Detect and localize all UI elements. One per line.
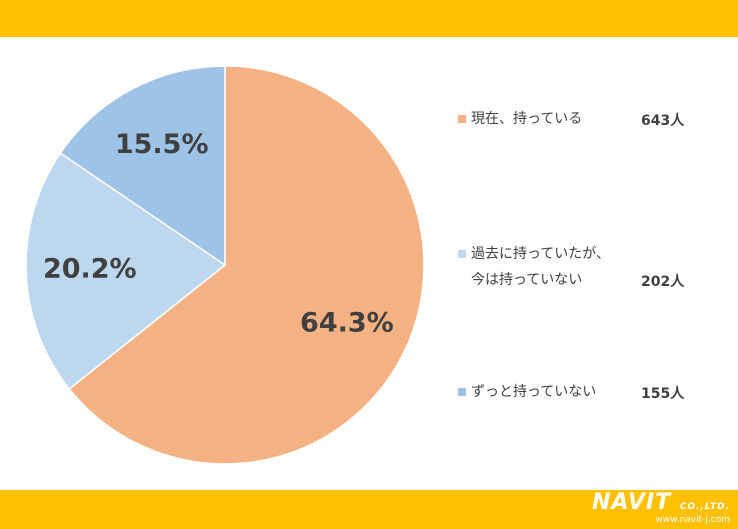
logo-brand: NAVIT CO.,LTD.: [592, 490, 730, 515]
legend-swatch: [458, 250, 466, 258]
legend-count: 202人: [641, 274, 685, 290]
slice-label: 15.5%: [115, 129, 209, 160]
legend-swatch: [458, 115, 466, 123]
logo-url: www.navit-j.com: [655, 515, 730, 525]
legend-count: 155人: [641, 386, 685, 402]
logo: NAVIT CO.,LTD. www.navit-j.com: [592, 490, 730, 525]
pie-slice: [59, 65, 226, 267]
legend-swatch: [458, 388, 466, 396]
chart: 64.3% 20.2% 15.5%: [25, 65, 425, 465]
logo-company: CO.,LTD.: [679, 502, 730, 512]
slice-label: 64.3%: [300, 307, 394, 338]
bottom-band: [0, 490, 738, 529]
legend-label: ずっと持っていない: [471, 384, 597, 400]
pie-slice: [25, 152, 227, 390]
legend-label: 過去に持っていたが、 今は持っていない: [471, 246, 611, 288]
top-band: [0, 0, 738, 37]
pie-slice: [68, 65, 425, 465]
legend-count: 643人: [641, 113, 685, 129]
legend-label: 現在、持っている: [471, 111, 583, 127]
slice-label: 20.2%: [43, 254, 137, 285]
logo-name: NAVIT: [591, 490, 672, 515]
